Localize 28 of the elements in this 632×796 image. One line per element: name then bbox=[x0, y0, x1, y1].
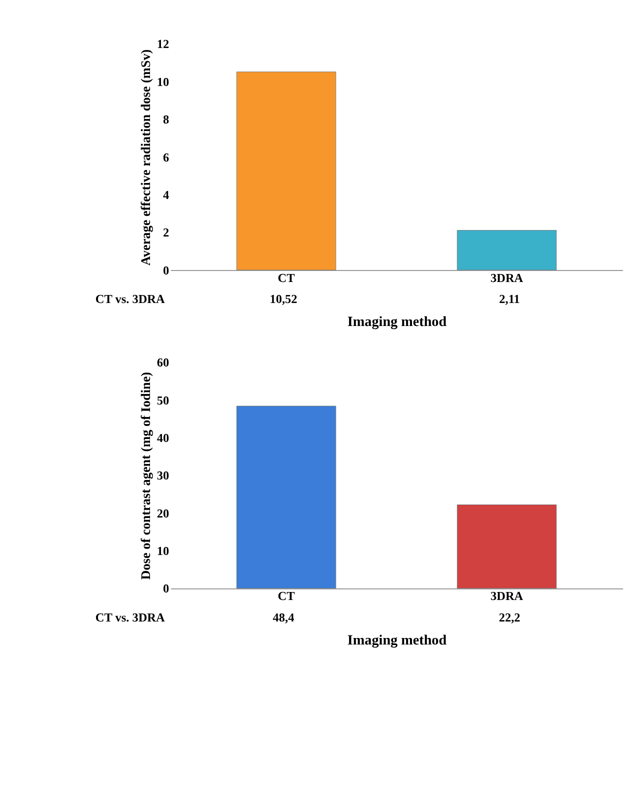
y-tick-label: 0 bbox=[162, 263, 170, 278]
y-tick-label: 30 bbox=[156, 468, 170, 483]
y-tick-label: 6 bbox=[162, 150, 170, 164]
y-tick-label: 0 bbox=[162, 582, 170, 596]
y-tick-label: 50 bbox=[156, 393, 170, 408]
data-label: 22,2 bbox=[498, 610, 520, 624]
data-label: 2,11 bbox=[499, 292, 520, 306]
y-axis-title: Average effective radiation dose (mSv) bbox=[138, 49, 154, 266]
text: CT vs. 3DRA bbox=[95, 610, 165, 624]
y-tick-label: 12 bbox=[156, 37, 170, 52]
y-tick-label: 8 bbox=[162, 112, 170, 127]
x-tick-label: CT bbox=[278, 589, 295, 604]
x-axis-title: Imaging method bbox=[347, 314, 447, 330]
x-tick-label: CT bbox=[278, 270, 295, 285]
y-tick-label: 2 bbox=[162, 226, 170, 240]
text: CT vs. 3DRA bbox=[95, 292, 165, 306]
y-axis-title: Dose of contrast agent (mg of Iodine) bbox=[138, 372, 154, 580]
y-tick-label: 60 bbox=[156, 356, 170, 370]
y-tick-label: 20 bbox=[156, 506, 170, 520]
x-axis-title: Imaging method bbox=[347, 632, 447, 648]
y-tick-label: 10 bbox=[156, 544, 170, 558]
data-label: 48,4 bbox=[272, 610, 294, 624]
x-tick-label: 3DRA bbox=[490, 589, 524, 604]
y-tick-label: 10 bbox=[156, 74, 170, 89]
y-tick-label: 40 bbox=[156, 430, 170, 445]
y-tick-label: 4 bbox=[162, 188, 170, 202]
x-tick-label: 3DRA bbox=[490, 270, 524, 285]
data-label: 10,52 bbox=[270, 292, 298, 306]
